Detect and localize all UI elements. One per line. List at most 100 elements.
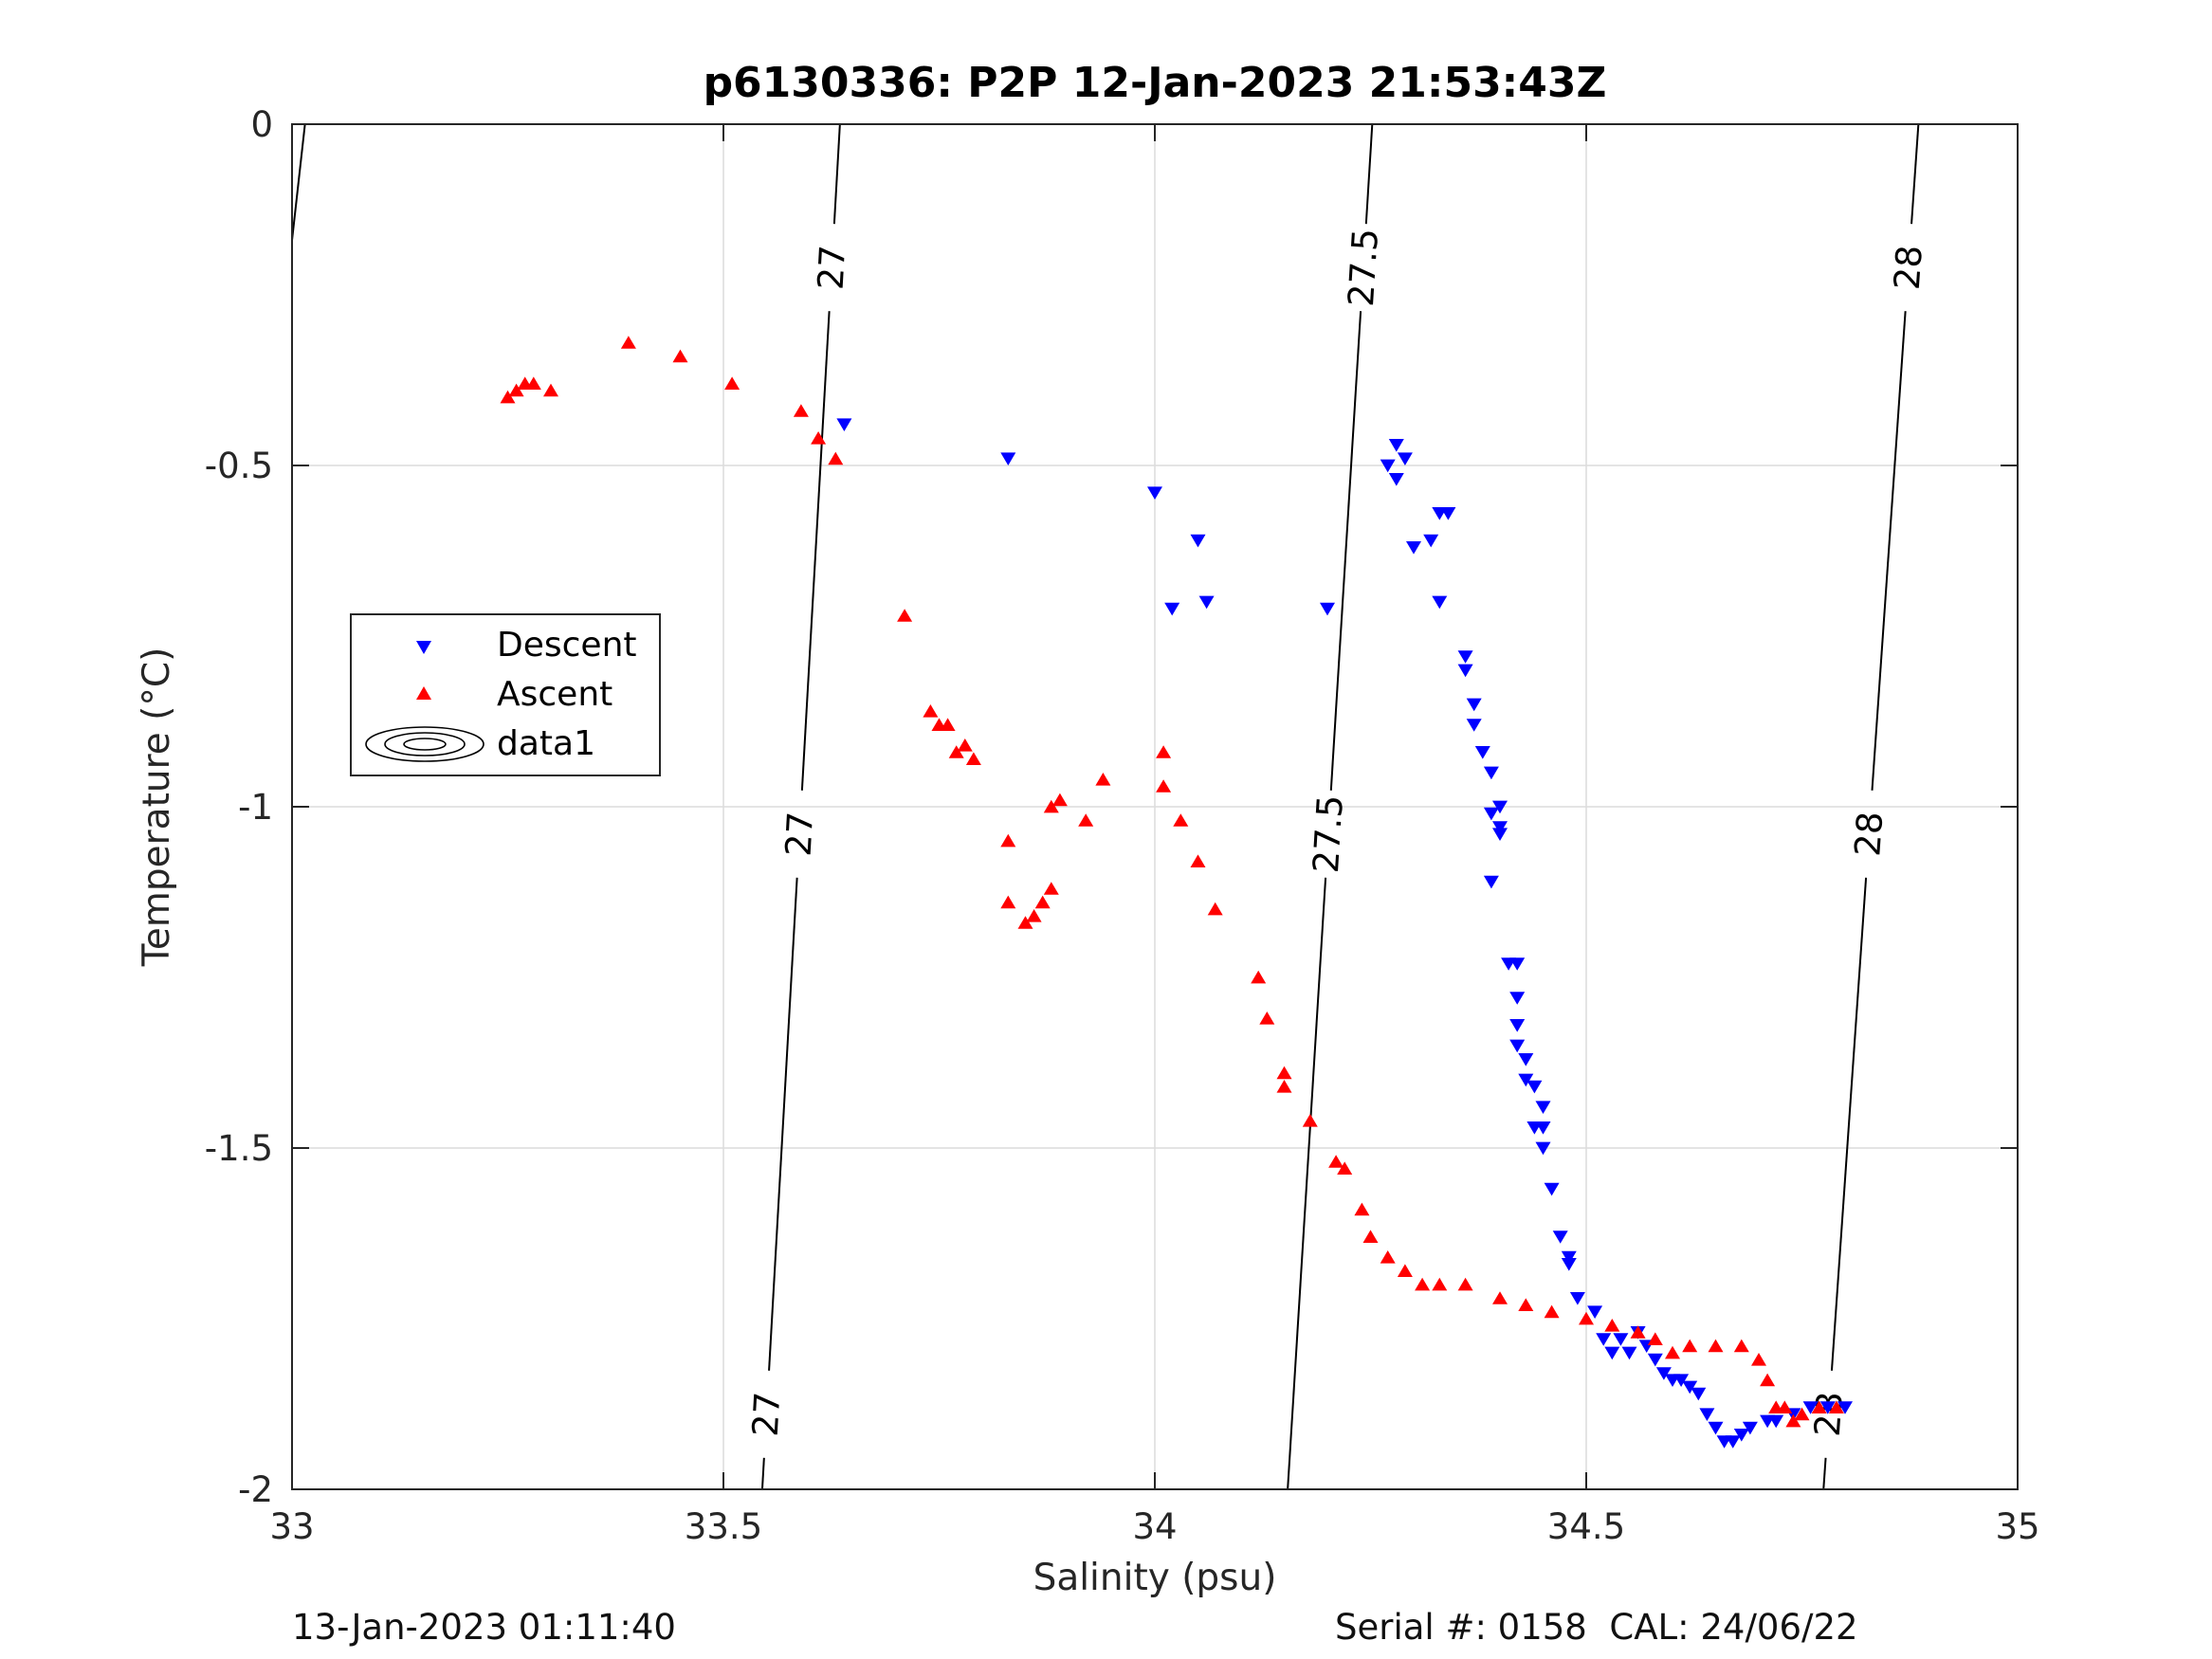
ascent-point (1362, 1230, 1379, 1243)
ascent-point (1043, 799, 1059, 813)
ascent-point (508, 383, 524, 397)
descent-point (1406, 541, 1421, 555)
descent-point (1492, 800, 1508, 814)
descent-point (1587, 1305, 1603, 1319)
isopycnal-line (800, 311, 831, 791)
descent-point (1518, 1073, 1534, 1087)
isopycnal-line (1871, 311, 1907, 791)
ascent-point (1078, 813, 1094, 827)
ascent-point (1207, 902, 1223, 916)
isopycnal-line-partial (291, 123, 306, 241)
ascent-point (1095, 773, 1111, 786)
ascent-point (1328, 1155, 1344, 1168)
ascent-point (1173, 813, 1189, 827)
ascent-point (1751, 1353, 1766, 1366)
ascent-point (1190, 854, 1206, 867)
ascent-point (543, 383, 558, 397)
ascent-point (1432, 1277, 1448, 1291)
descent-point (1621, 1346, 1637, 1360)
descent-point (1802, 1401, 1819, 1414)
isopycnal-line (1910, 123, 1920, 225)
isopycnal-line (1364, 123, 1374, 225)
y-tick-label: -1.5 (205, 1128, 273, 1169)
descent-point (1682, 1380, 1698, 1395)
ascent-point (1604, 1319, 1620, 1332)
x-tick-label: 34 (1132, 1506, 1177, 1547)
descent-point (1483, 875, 1499, 889)
descent-point (1725, 1435, 1741, 1449)
isopycnal-line (1822, 1457, 1827, 1490)
legend: Descent Ascent data1 (350, 613, 661, 776)
isopycnal-label: 28 (1807, 1391, 1851, 1438)
legend-ascent-label: Ascent (497, 675, 612, 714)
descent-point (1466, 719, 1482, 732)
descent-point (1483, 766, 1499, 780)
isopycnal-label: 27 (810, 244, 853, 290)
ascent-point (1251, 970, 1267, 984)
legend-box (350, 613, 661, 776)
ascent-point (1811, 1400, 1827, 1413)
ascent-point (1026, 909, 1042, 922)
isopycnal-label: 27.5 (1306, 793, 1351, 874)
descent-point (1388, 473, 1404, 486)
ascent-point (1457, 1277, 1473, 1291)
ascent-point (1518, 1298, 1534, 1311)
ascent-point (1337, 1161, 1353, 1175)
descent-point (1544, 1182, 1560, 1196)
ascent-point (1544, 1304, 1560, 1319)
ascent-point (1579, 1311, 1594, 1325)
ascent-point (1302, 1114, 1318, 1127)
descent-point (1733, 1429, 1749, 1442)
ascent-point (1156, 779, 1172, 793)
descent-point (1673, 1374, 1690, 1387)
ascent-point (1708, 1339, 1724, 1353)
ascent-point (1156, 745, 1172, 758)
legend-descent-marker (416, 641, 431, 654)
ascent-point (1276, 1080, 1292, 1093)
ascent-point (1647, 1332, 1663, 1345)
legend-contour-icon (365, 726, 484, 762)
descent-point (1492, 821, 1508, 834)
y-axis-label: Temperature (°C) (136, 647, 178, 968)
y-tick-label: -0.5 (205, 446, 273, 486)
descent-point (1655, 1367, 1672, 1380)
isopycnal-line (768, 877, 798, 1371)
x-tick-label: 34.5 (1547, 1506, 1625, 1547)
isopycnal-label: 28 (1847, 811, 1891, 858)
descent-point (1380, 459, 1396, 473)
descent-point (1509, 992, 1526, 1005)
ascent-point (1034, 895, 1051, 909)
descent-point (1837, 1401, 1853, 1414)
descent-point (1613, 1333, 1629, 1346)
ascent-point (1051, 793, 1068, 807)
ascent-point (620, 336, 636, 349)
descent-point (1492, 828, 1508, 841)
ascent-point (948, 745, 964, 758)
ascent-point (1682, 1339, 1698, 1353)
ascent-point (1760, 1373, 1776, 1387)
descent-point (1561, 1258, 1577, 1271)
descent-point (1000, 452, 1016, 465)
ascent-point (1259, 1012, 1275, 1025)
ascent-point (811, 431, 827, 445)
isopycnal-label: 27 (777, 811, 821, 857)
descent-point (1423, 534, 1439, 548)
grid (292, 124, 2018, 1489)
isopycnal-contours: 27 27 27 27.5 27.5 28 28 28 (291, 123, 1930, 1490)
descent-point (1509, 1039, 1526, 1053)
descent-point (1604, 1346, 1620, 1360)
isopycnal-line (1329, 311, 1362, 791)
ascent-point (1000, 833, 1016, 848)
ascent-point (1777, 1400, 1793, 1413)
descent-point (1147, 486, 1162, 500)
ascent-point (1043, 882, 1059, 895)
legend-descent-label: Descent (497, 626, 637, 665)
descent-point (1397, 452, 1413, 465)
chart-title: p6130336: P2P 12-Jan-2023 21:53:43Z (704, 59, 1607, 107)
descent-point (1647, 1353, 1663, 1367)
ascent-point (1380, 1250, 1396, 1264)
ascent-point (940, 718, 956, 731)
ascent-point (525, 376, 541, 390)
descent-point (1552, 1231, 1568, 1244)
ascent-point (1276, 1066, 1292, 1080)
